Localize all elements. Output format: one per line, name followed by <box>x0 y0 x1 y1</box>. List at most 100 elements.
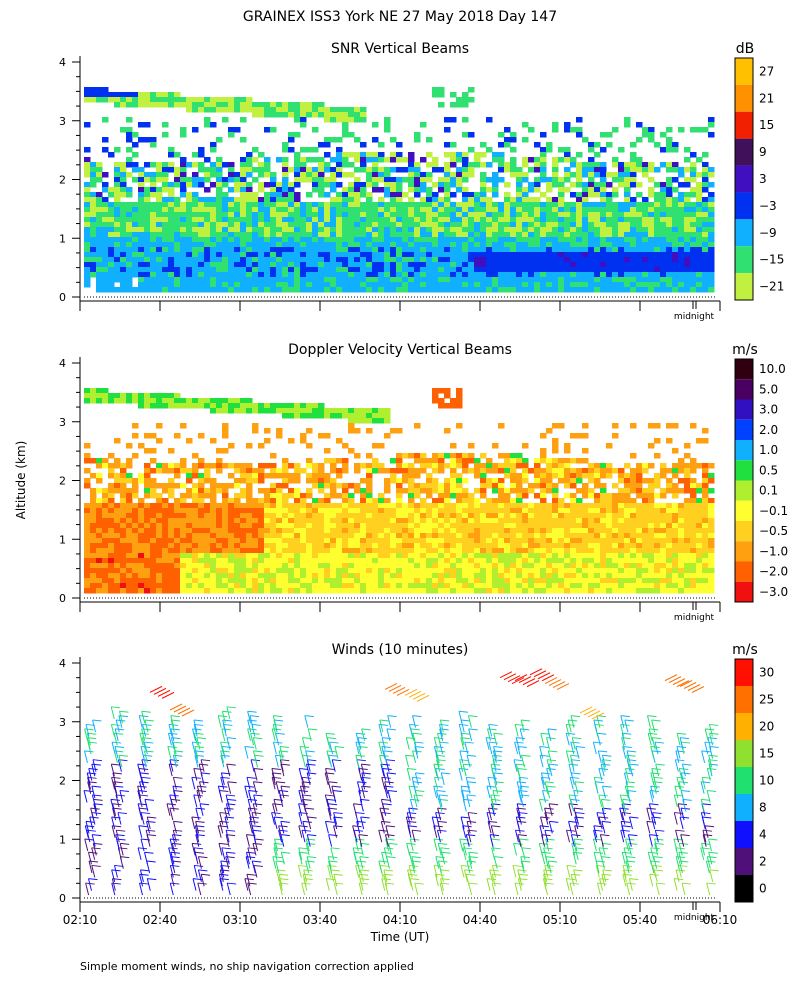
heatmap-cell <box>390 523 397 529</box>
heatmap-cell <box>432 498 439 504</box>
heatmap-cell <box>126 393 133 399</box>
heatmap-cell <box>276 523 283 529</box>
heatmap-cell <box>402 563 409 569</box>
heatmap-cell <box>324 548 331 554</box>
heatmap-cell <box>156 162 163 168</box>
heatmap-cell <box>582 227 589 233</box>
heatmap-cell <box>240 588 247 594</box>
heatmap-cell <box>690 267 697 273</box>
heatmap-cell <box>234 508 241 514</box>
heatmap-cell <box>300 588 307 594</box>
heatmap-cell <box>306 413 313 419</box>
heatmap-cell <box>306 102 313 108</box>
heatmap-cell <box>336 227 343 233</box>
heatmap-cell <box>690 172 697 178</box>
heatmap-cell <box>204 583 211 589</box>
heatmap-cell <box>132 573 139 579</box>
heatmap-cell <box>102 97 109 103</box>
heatmap-cell <box>462 272 469 278</box>
heatmap-cell <box>174 167 181 173</box>
heatmap-cell <box>240 137 247 143</box>
heatmap-cell <box>378 252 385 258</box>
heatmap-cell <box>294 568 301 574</box>
heatmap-cell <box>120 473 127 479</box>
heatmap-cell <box>378 142 385 148</box>
heatmap-cell <box>432 272 439 278</box>
heatmap-cell <box>708 272 715 278</box>
heatmap-cell <box>702 227 709 233</box>
heatmap-cell <box>264 202 271 208</box>
heatmap-cell <box>198 568 205 574</box>
heatmap-cell <box>420 272 427 278</box>
heatmap-cell <box>444 568 451 574</box>
heatmap-cell <box>522 488 529 494</box>
heatmap-cell <box>114 277 121 283</box>
heatmap-cell <box>222 423 229 429</box>
heatmap-cell <box>240 117 247 123</box>
heatmap-cell <box>552 232 559 238</box>
figure-title: GRAINEX ISS3 York NE 27 May 2018 Day 147 <box>243 9 557 25</box>
heatmap-cell <box>168 463 175 469</box>
heatmap-cell <box>378 538 385 544</box>
heatmap-cell <box>360 152 367 158</box>
heatmap-cell <box>132 267 139 273</box>
heatmap-cell <box>180 523 187 529</box>
heatmap-cell <box>120 267 127 273</box>
heatmap-cell <box>180 167 187 173</box>
heatmap-cell <box>90 583 97 589</box>
heatmap-cell <box>90 162 97 168</box>
heatmap-cell <box>534 262 541 268</box>
heatmap-cell <box>84 257 91 263</box>
heatmap-cell <box>174 252 181 258</box>
heatmap-cell <box>408 272 415 278</box>
heatmap-cell <box>552 227 559 233</box>
heatmap-cell <box>366 262 373 268</box>
heatmap-cell <box>294 247 301 253</box>
heatmap-cell <box>294 463 301 469</box>
heatmap-cell <box>102 212 109 218</box>
heatmap-cell <box>108 533 115 539</box>
heatmap-cell <box>324 568 331 574</box>
heatmap-cell <box>600 177 607 183</box>
heatmap-cell <box>198 528 205 534</box>
heatmap-cell <box>312 267 319 273</box>
heatmap-cell <box>156 92 163 98</box>
heatmap-cell <box>468 172 475 178</box>
heatmap-cell <box>366 257 373 263</box>
heatmap-cell <box>426 588 433 594</box>
heatmap-cell <box>210 247 217 253</box>
heatmap-cell <box>318 473 325 479</box>
heatmap-cell <box>564 152 571 158</box>
heatmap-cell <box>426 533 433 539</box>
heatmap-cell <box>528 523 535 529</box>
heatmap-cell <box>438 403 445 409</box>
heatmap-cell <box>270 408 277 414</box>
heatmap-cell <box>180 287 187 293</box>
heatmap-cell <box>228 548 235 554</box>
heatmap-cell <box>216 212 223 218</box>
heatmap-cell <box>390 272 397 278</box>
heatmap-cell <box>216 207 223 213</box>
heatmap-cell <box>414 262 421 268</box>
heatmap-cell <box>342 413 349 419</box>
heatmap-cell <box>324 137 331 143</box>
heatmap-cell <box>96 553 103 559</box>
heatmap-cell <box>708 287 715 293</box>
heatmap-cell <box>522 503 529 509</box>
heatmap-cell <box>582 182 589 188</box>
heatmap-cell <box>558 187 565 193</box>
heatmap-cell <box>378 222 385 228</box>
heatmap-cell <box>402 222 409 228</box>
heatmap-cell <box>702 282 709 288</box>
heatmap-cell <box>102 548 109 554</box>
heatmap-cell <box>330 242 337 248</box>
heatmap-cell <box>240 463 247 469</box>
heatmap-cell <box>120 558 127 564</box>
heatmap-cell <box>372 247 379 253</box>
heatmap-cell <box>588 267 595 273</box>
heatmap-cell <box>396 568 403 574</box>
heatmap-cell <box>354 212 361 218</box>
heatmap-cell <box>630 227 637 233</box>
heatmap-cell <box>492 247 499 253</box>
